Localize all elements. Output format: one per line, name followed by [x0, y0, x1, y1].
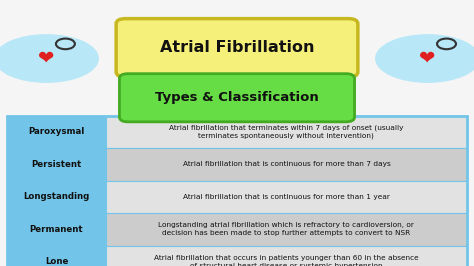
- FancyBboxPatch shape: [116, 19, 358, 77]
- Bar: [7, 246, 106, 266]
- Text: Atrial fibrillation that is continuous for more than 7 days: Atrial fibrillation that is continuous f…: [182, 161, 390, 167]
- Bar: [7, 116, 467, 266]
- Text: Paroxysmal: Paroxysmal: [28, 127, 85, 136]
- Text: ❤: ❤: [38, 49, 55, 68]
- Bar: [106, 116, 467, 148]
- Text: Atrial fibrillation that is continuous for more than 1 year: Atrial fibrillation that is continuous f…: [183, 194, 390, 200]
- Bar: [7, 181, 106, 213]
- Text: ❤: ❤: [419, 49, 436, 68]
- Bar: [106, 148, 467, 181]
- Bar: [7, 148, 106, 181]
- Text: Permanent: Permanent: [30, 225, 83, 234]
- Bar: [106, 213, 467, 246]
- Bar: [7, 116, 106, 148]
- Text: Atrial fibrillation that terminates within 7 days of onset (usually
terminates s: Atrial fibrillation that terminates with…: [169, 124, 404, 139]
- Text: Longstanding: Longstanding: [23, 192, 90, 201]
- Text: Atrial Fibrillation: Atrial Fibrillation: [160, 40, 314, 55]
- Text: Lone: Lone: [45, 257, 68, 266]
- Bar: [7, 213, 106, 246]
- Ellipse shape: [376, 35, 474, 82]
- Text: Atrial fibrillation that occurs in patients younger than 60 in the absence
of st: Atrial fibrillation that occurs in patie…: [154, 255, 419, 266]
- Text: Types & Classification: Types & Classification: [155, 91, 319, 104]
- Bar: [106, 181, 467, 213]
- Text: Persistent: Persistent: [31, 160, 82, 169]
- Bar: [106, 246, 467, 266]
- Text: Longstanding atrial fibrillation which is refractory to cardioversion, or
decisi: Longstanding atrial fibrillation which i…: [158, 222, 414, 236]
- FancyBboxPatch shape: [119, 74, 355, 122]
- Ellipse shape: [0, 35, 98, 82]
